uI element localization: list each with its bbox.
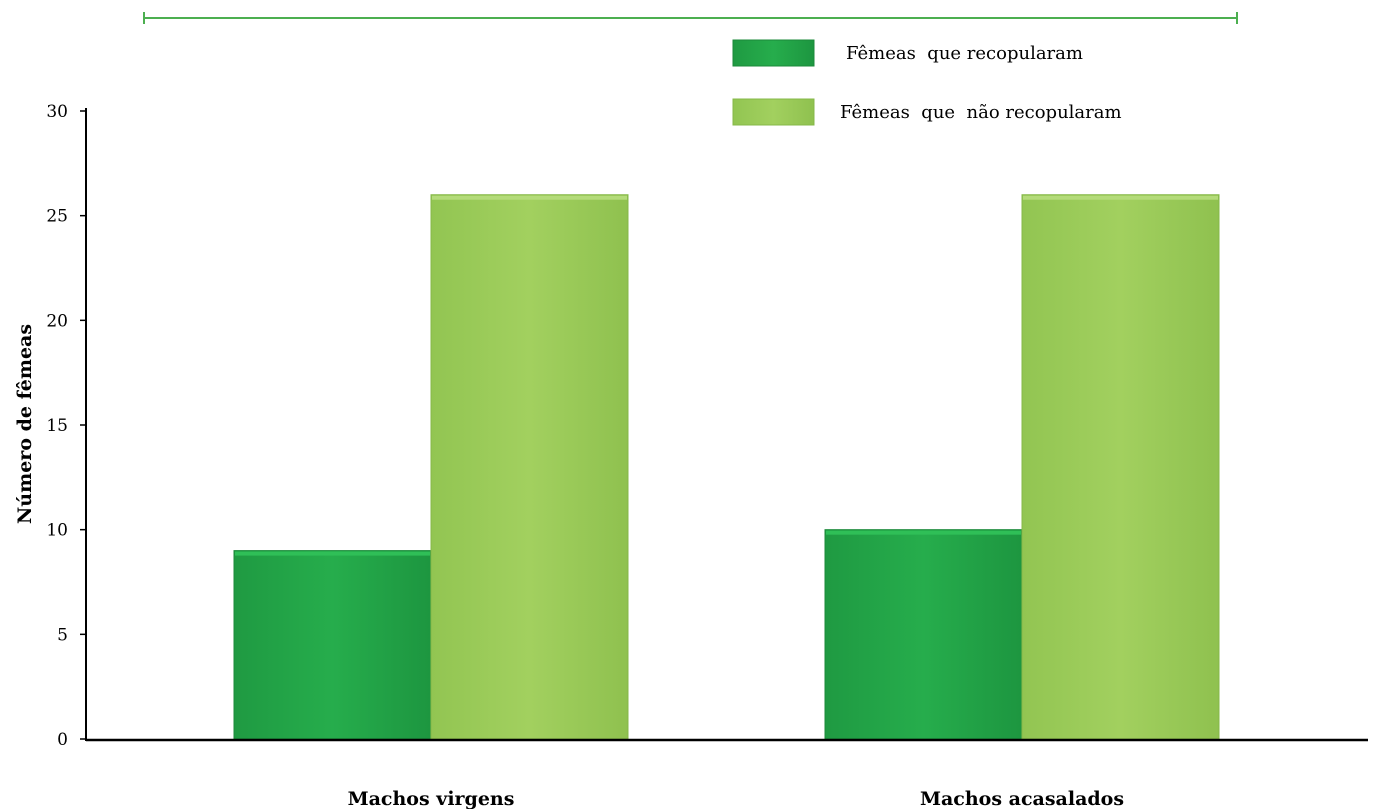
category-label-machos-acasalados: Machos acasalados [920,788,1124,809]
legend: Fêmeas que recopularam Fêmeas que não re… [732,39,1122,126]
legend-label-recopularam: Fêmeas que recopularam [846,43,1083,64]
y-tick-label-0: 0 [57,730,68,750]
top-rule [143,12,1238,24]
y-tick-label-25: 25 [46,207,68,227]
y-tick-label-10: 10 [46,521,68,541]
legend-item-nao-recopularam: Fêmeas que não recopularam [732,98,1122,126]
legend-swatch-recopularam [732,39,815,67]
legend-item-recopularam: Fêmeas que recopularam [732,39,1083,67]
bar-bevel-recopularam-acasalados [826,530,1021,535]
bar-nao-recopularam-acasalados [1021,194,1220,740]
legend-label-nao-recopularam: Fêmeas que não recopularam [840,102,1122,123]
category-labels: Machos virgens Machos acasalados [348,788,1124,809]
bar-recopularam-acasalados [824,529,1023,740]
y-tick-label-20: 20 [46,311,68,331]
legend-swatch-nao-recopularam [732,98,815,126]
y-tick-label-15: 15 [46,416,68,436]
y-tick-label-30: 30 [46,102,68,122]
bar-recopularam-virgens [233,550,432,740]
y-tick-label-5: 5 [57,625,68,645]
bar-bevel-recopularam-virgens [235,551,430,556]
bars [233,194,1220,740]
bar-bevel-nao-recopularam-acasalados [1023,195,1218,200]
bar-bevel-nao-recopularam-virgens [432,195,627,200]
y-ticks: 0 5 10 15 20 25 30 [46,102,86,750]
bar-nao-recopularam-virgens [430,194,629,740]
category-label-machos-virgens: Machos virgens [348,788,515,809]
y-axis-title: Número de fêmeas [14,324,36,524]
